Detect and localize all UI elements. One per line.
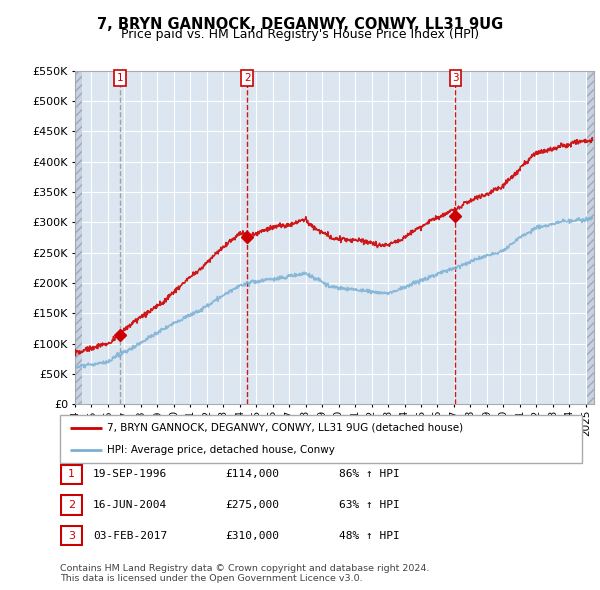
FancyBboxPatch shape [61, 496, 82, 514]
Bar [587, 71, 594, 404]
Bar [75, 71, 82, 404]
Text: 1: 1 [68, 470, 75, 479]
Text: 7, BRYN GANNOCK, DEGANWY, CONWY, LL31 9UG (detached house): 7, BRYN GANNOCK, DEGANWY, CONWY, LL31 9U… [107, 423, 463, 433]
Text: 86% ↑ HPI: 86% ↑ HPI [339, 470, 400, 479]
FancyBboxPatch shape [60, 415, 582, 463]
Bar [75, 71, 82, 404]
Text: 16-JUN-2004: 16-JUN-2004 [93, 500, 167, 510]
Text: 2: 2 [68, 500, 75, 510]
Text: HPI: Average price, detached house, Conwy: HPI: Average price, detached house, Conw… [107, 445, 335, 455]
Text: £275,000: £275,000 [225, 500, 279, 510]
Text: 63% ↑ HPI: 63% ↑ HPI [339, 500, 400, 510]
Text: 19-SEP-1996: 19-SEP-1996 [93, 470, 167, 479]
Bar [587, 71, 594, 404]
FancyBboxPatch shape [61, 526, 82, 545]
Text: Contains HM Land Registry data © Crown copyright and database right 2024.
This d: Contains HM Land Registry data © Crown c… [60, 563, 430, 583]
Text: 48% ↑ HPI: 48% ↑ HPI [339, 531, 400, 540]
Text: 1: 1 [116, 73, 123, 83]
Text: £114,000: £114,000 [225, 470, 279, 479]
FancyBboxPatch shape [61, 465, 82, 484]
Text: £310,000: £310,000 [225, 531, 279, 540]
Text: 03-FEB-2017: 03-FEB-2017 [93, 531, 167, 540]
Text: Price paid vs. HM Land Registry's House Price Index (HPI): Price paid vs. HM Land Registry's House … [121, 28, 479, 41]
Text: 2: 2 [244, 73, 251, 83]
Text: 3: 3 [68, 531, 75, 540]
Text: 7, BRYN GANNOCK, DEGANWY, CONWY, LL31 9UG: 7, BRYN GANNOCK, DEGANWY, CONWY, LL31 9U… [97, 17, 503, 31]
Text: 3: 3 [452, 73, 459, 83]
